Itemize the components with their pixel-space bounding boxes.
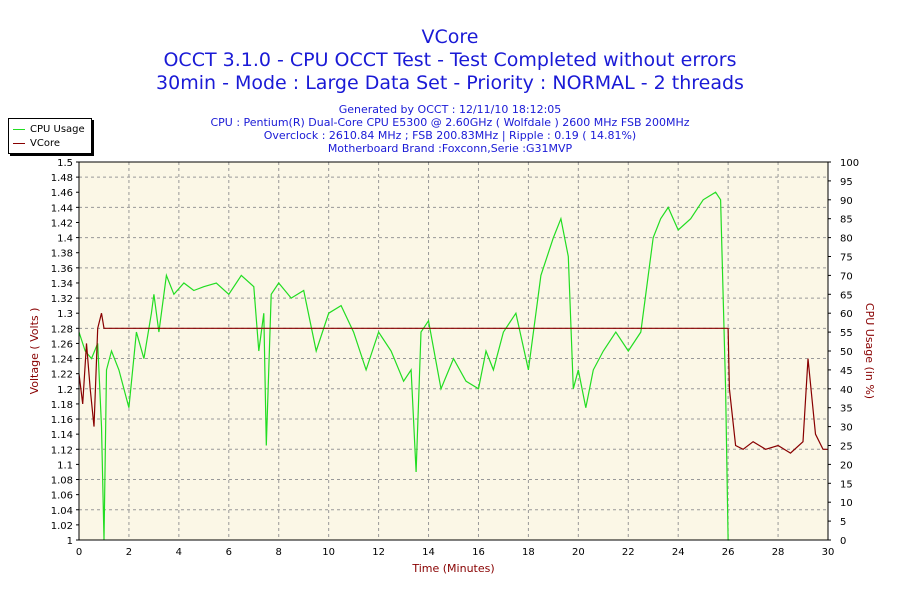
x-tick-label: 10 (322, 547, 335, 558)
y2-tick-label: 5 (840, 517, 846, 528)
y-tick-label: 1.36 (51, 264, 73, 275)
y2-tick-label: 30 (840, 423, 853, 434)
x-tick-label: 20 (572, 547, 585, 558)
series-line-cpu-usage (78, 191, 730, 541)
y-tick-label: 1.42 (51, 218, 73, 229)
y-tick-label: 1.24 (51, 355, 73, 366)
y2-tick-label: 55 (840, 328, 853, 339)
y-tick-label: 1.14 (51, 430, 73, 441)
y-tick-label: 1.12 (51, 445, 73, 456)
info-cpu: CPU : Pentium(R) Dual-Core CPU E5300 @ 2… (210, 116, 690, 129)
y2-axis-label: CPU Usage (in %) (863, 303, 876, 399)
x-tick-label: 0 (76, 547, 82, 558)
x-tick-label: 30 (822, 547, 835, 558)
y-tick-label: 1.22 (51, 370, 73, 381)
x-tick-label: 2 (126, 547, 132, 558)
chart-title: VCore (421, 26, 479, 48)
legend-item-vcore: VCore (13, 137, 60, 149)
y2-tick-label: 65 (840, 290, 853, 301)
series-line-vcore (78, 313, 828, 454)
y2-tick-label: 20 (840, 460, 853, 471)
legend-item-cpu-usage: CPU Usage (13, 123, 85, 135)
y-tick-label: 1.4 (57, 234, 73, 245)
y2-tick-label: 15 (840, 479, 853, 490)
x-tick-label: 12 (372, 547, 385, 558)
legend-label-vcore: VCore (30, 137, 60, 149)
y-tick-label: 1.16 (51, 415, 73, 426)
y-tick-label: 1.04 (51, 506, 73, 517)
y2-tick-label: 50 (840, 347, 853, 358)
plot-area (79, 162, 828, 540)
legend-label-cpu-usage: CPU Usage (30, 123, 85, 135)
y-tick-label: 1.44 (51, 203, 73, 214)
x-tick-label: 6 (226, 547, 232, 558)
y-tick-label: 1.2 (57, 385, 73, 396)
legend: CPU Usage VCore (8, 118, 92, 154)
legend-swatch-vcore (13, 142, 25, 144)
x-tick-label: 8 (276, 547, 282, 558)
x-tick-label: 18 (522, 547, 535, 558)
y-tick-label: 1.48 (51, 173, 73, 184)
y-tick-label: 1.5 (57, 158, 73, 169)
y2-tick-label: 70 (840, 271, 853, 282)
y-tick-label: 1.38 (51, 249, 73, 260)
y-tick-label: 1.02 (51, 521, 73, 532)
y2-tick-label: 80 (840, 234, 853, 245)
info-overclock: Overclock : 2610.84 MHz ; FSB 200.83MHz … (263, 129, 637, 142)
info-motherboard: Motherboard Brand :Foxconn,Serie :G31MVP (327, 142, 573, 155)
y2-tick-label: 25 (840, 442, 853, 453)
x-tick-label: 22 (622, 547, 635, 558)
x-tick-label: 24 (672, 547, 685, 558)
y2-tick-label: 45 (840, 366, 853, 377)
x-tick-label: 26 (722, 547, 735, 558)
y-tick-label: 1.28 (51, 324, 73, 335)
info-generated: Generated by OCCT : 12/11/10 18:12:05 (338, 103, 562, 116)
y2-tick-label: 10 (840, 498, 853, 509)
y2-tick-label: 35 (840, 404, 853, 415)
chart-subtitle-2: 30min - Mode : Large Data Set - Priority… (156, 72, 744, 94)
y-tick-label: 1 (67, 536, 73, 547)
y2-tick-label: 100 (840, 158, 859, 169)
y2-tick-label: 60 (840, 309, 853, 320)
y-tick-label: 1.46 (51, 188, 73, 199)
y-tick-label: 1.08 (51, 476, 73, 487)
y2-tick-label: 40 (840, 385, 853, 396)
x-tick-label: 4 (176, 547, 182, 558)
x-tick-label: 14 (422, 547, 435, 558)
y2-tick-label: 90 (840, 196, 853, 207)
y-tick-label: 1.32 (51, 294, 73, 305)
x-tick-label: 16 (472, 547, 485, 558)
ticks: 0 2 4 6 8 10 12 14 16 18 20 22 24 26 28 3011.021.041.06… (51, 158, 859, 558)
y-tick-label: 1.34 (51, 279, 73, 290)
y2-tick-label: 0 (840, 536, 846, 547)
y-tick-label: 1.1 (57, 460, 73, 471)
x-axis-label: Time (Minutes) (411, 562, 494, 575)
y-tick-label: 1.06 (51, 491, 73, 502)
x-tick-label: 28 (772, 547, 785, 558)
chart-subtitle-1: OCCT 3.1.0 - CPU OCCT Test - Test Comple… (163, 49, 737, 71)
y2-tick-label: 85 (840, 215, 853, 226)
y-tick-label: 1.3 (57, 309, 73, 320)
y-tick-label: 1.18 (51, 400, 73, 411)
y2-tick-label: 95 (840, 177, 853, 188)
series-group (78, 191, 828, 541)
y-axis-label: Voltage ( Volts ) (28, 308, 41, 395)
y2-tick-label: 75 (840, 253, 853, 264)
y-tick-label: 1.26 (51, 339, 73, 350)
legend-swatch-cpu-usage (13, 128, 25, 130)
